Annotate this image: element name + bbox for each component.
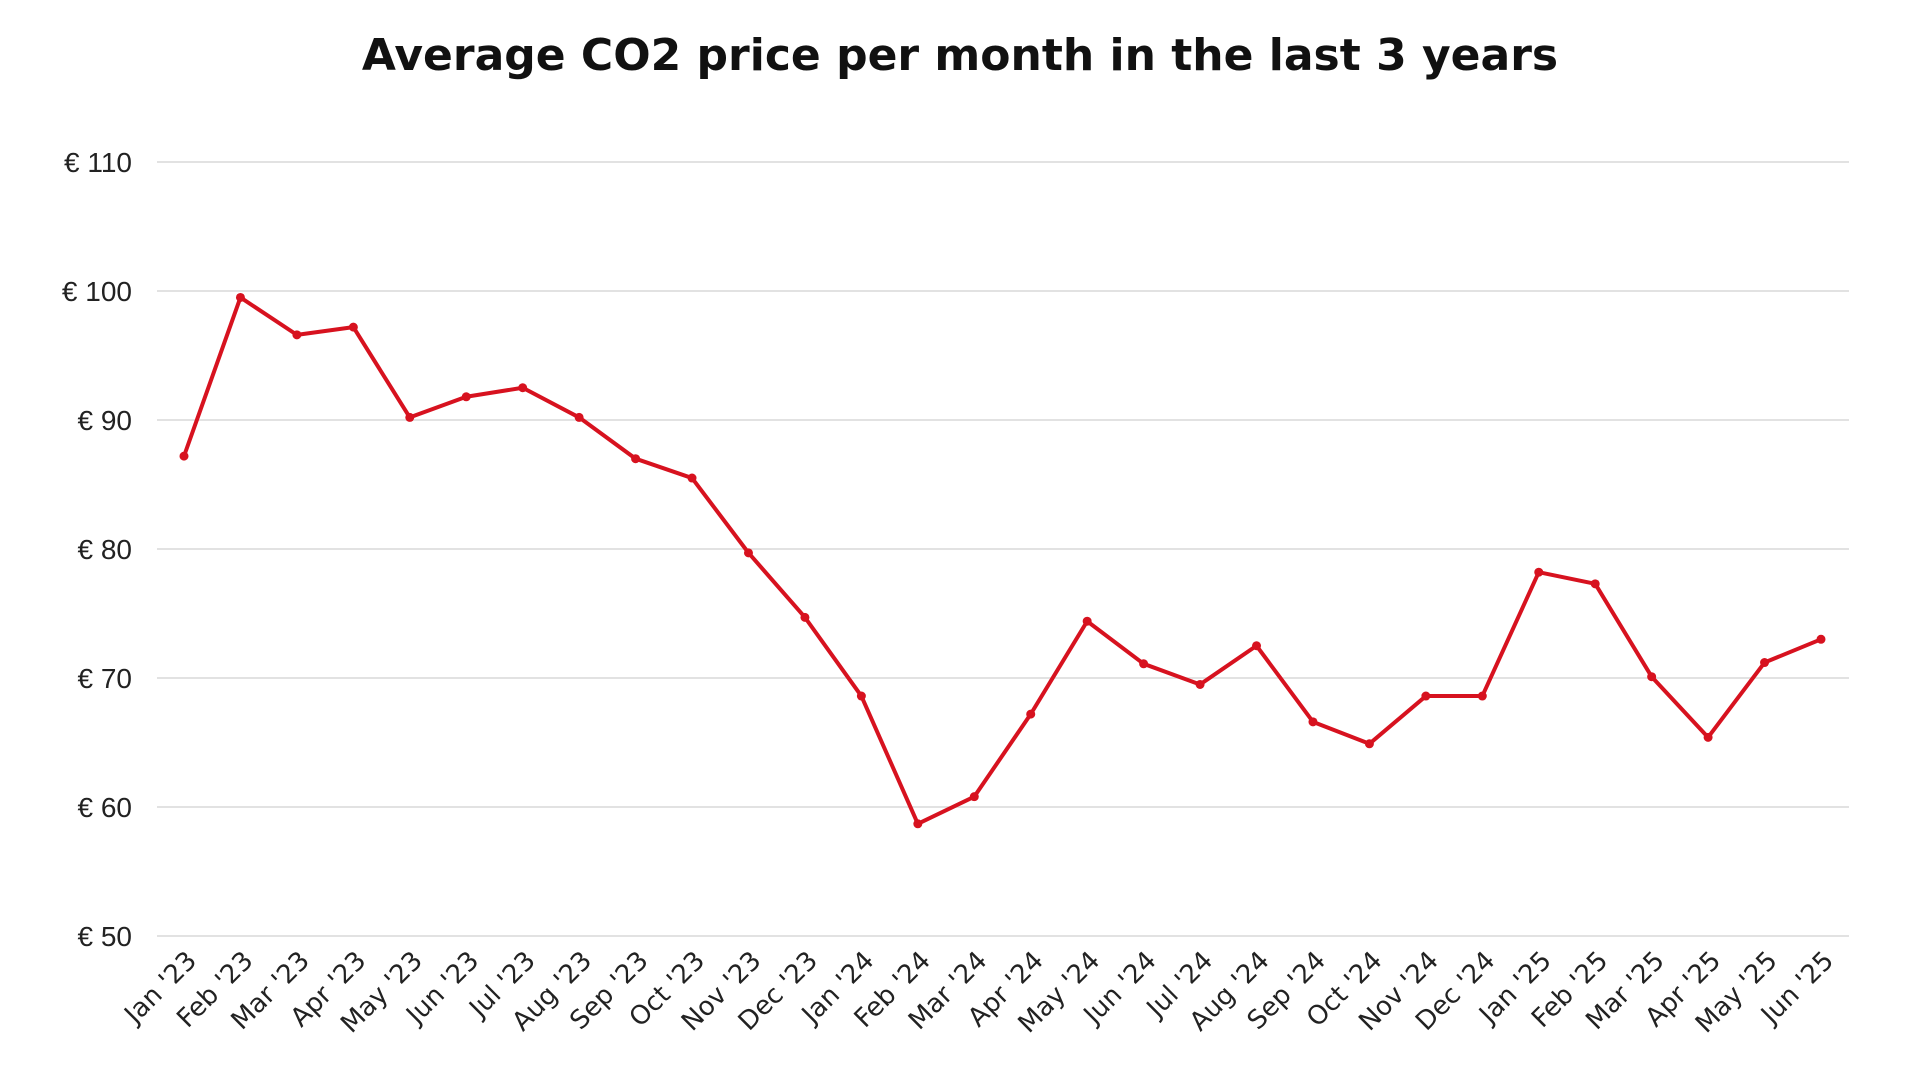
data-point[interactable]: Mar '25: € 70.1 <box>1647 672 1657 682</box>
series-layer: Jan '23: € 87.2 Feb '23: € 99.5 Mar '23: €… <box>179 292 1826 829</box>
data-point[interactable]: Dec '23: € 74.7 <box>800 612 810 622</box>
data-point[interactable]: May '23: € 90.2 <box>405 412 415 422</box>
y-tick-label: € 60 <box>78 792 133 823</box>
series-line <box>182 295 1823 826</box>
data-point[interactable]: Apr '24: € 67.2 <box>1026 709 1036 719</box>
y-tick-label: € 90 <box>78 405 133 436</box>
data-point[interactable]: Aug '24: € 72.5 <box>1252 641 1262 651</box>
data-point[interactable]: Feb '24: € 58.7 <box>913 819 923 829</box>
data-point[interactable]: Nov '23: € 79.7 <box>743 548 753 558</box>
data-point[interactable]: May '25: € 71.2 <box>1760 658 1770 668</box>
data-point[interactable]: Mar '23: € 96.6 <box>292 330 302 340</box>
y-tick-label: € 70 <box>78 663 133 694</box>
data-point[interactable]: Jul '23: € 92.5 <box>518 383 528 393</box>
y-tick-label: € 50 <box>78 921 133 952</box>
chart-title: Average CO2 price per month in the last … <box>362 30 1558 81</box>
data-point[interactable]: Dec '24: € 68.6 <box>1477 691 1487 701</box>
y-tick-label: € 110 <box>64 147 132 178</box>
data-point[interactable]: Oct '24: € 64.9 <box>1364 739 1374 749</box>
data-point[interactable]: Jan '24: € 68.6 <box>856 691 866 701</box>
data-point[interactable]: Nov '24: € 68.6 <box>1421 691 1431 701</box>
data-point[interactable]: Jul '24: € 69.5 <box>1195 679 1205 689</box>
data-point[interactable]: Aug '23: € 90.2 <box>574 412 584 422</box>
data-point[interactable]: Apr '25: € 65.4 <box>1703 732 1713 742</box>
data-point[interactable]: Jun '25: € 73 <box>1816 634 1826 644</box>
data-point[interactable]: Jan '23: € 87.2 <box>179 451 189 461</box>
data-point[interactable]: Feb '23: € 99.5 <box>235 292 245 302</box>
gridlines <box>157 161 1849 937</box>
data-point[interactable]: Apr '23: € 97.2 <box>348 322 358 332</box>
data-point[interactable]: Oct '23: € 85.5 <box>687 473 697 483</box>
data-point[interactable]: May '24: € 74.4 <box>1082 616 1092 626</box>
data-point[interactable]: Feb '25: € 77.3 <box>1590 579 1600 589</box>
data-point[interactable]: Jan '25: € 78.2 <box>1534 567 1544 577</box>
data-point[interactable]: Mar '24: € 60.8 <box>969 792 979 802</box>
data-point[interactable]: Jun '23: € 91.8 <box>461 392 471 402</box>
y-tick-label: € 100 <box>62 276 132 307</box>
data-point[interactable]: Sep '23: € 87 <box>631 454 641 464</box>
data-point[interactable]: Jun '24: € 71.1 <box>1139 659 1149 669</box>
data-point[interactable]: Sep '24: € 66.6 <box>1308 717 1318 727</box>
y-axis: € 50 € 60 € 70 € 80 € 90 € 100 € 110 <box>62 147 132 952</box>
y-tick-label: € 80 <box>78 534 133 565</box>
